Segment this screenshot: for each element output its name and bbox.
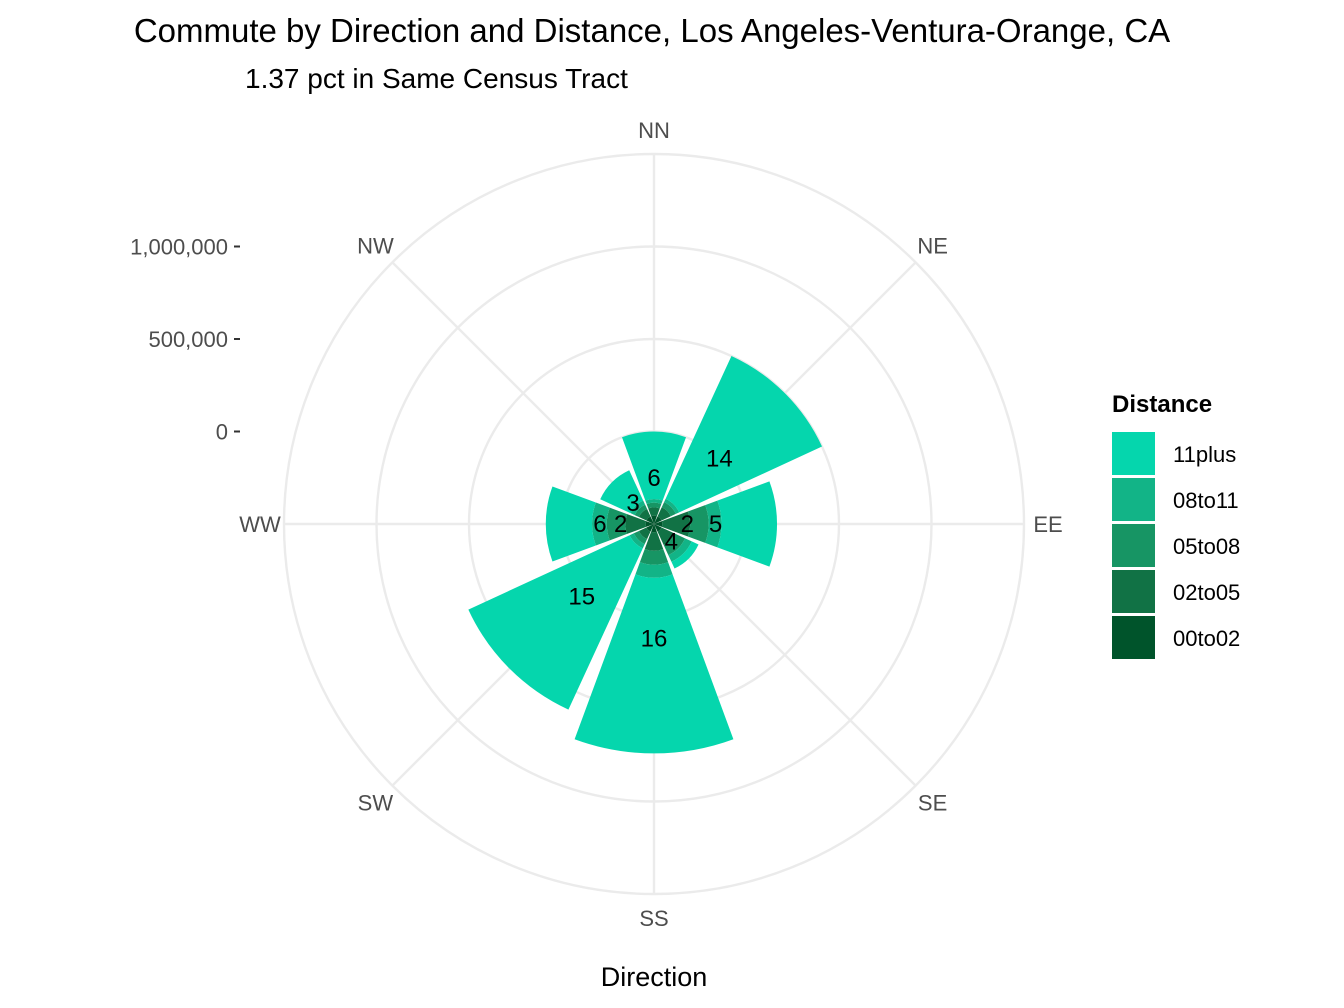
- x-axis-title: Direction: [601, 962, 708, 992]
- bar-SE-02to05: [657, 527, 676, 546]
- bar-label-NE: 14: [706, 446, 733, 473]
- bar-NN-02to05: [648, 507, 660, 517]
- y-tick-label-0: 0: [216, 420, 228, 445]
- bar-SE-05to08: [663, 533, 686, 556]
- bar-SE-00to02: [654, 524, 662, 532]
- bar-NW-05to08: [634, 504, 648, 518]
- bar-EE-11plus: [717, 481, 778, 567]
- bar-SW-00to02: [646, 524, 654, 532]
- chart-subtitle: 1.37 pct in Same Census Tract: [245, 63, 628, 94]
- bar-NE-02to05: [657, 507, 671, 521]
- chart-title: Commute by Direction and Distance, Los A…: [133, 12, 1171, 49]
- bar-NW-08to11: [630, 500, 646, 516]
- direction-label-NE: NE: [917, 233, 948, 258]
- bar-WW-05to08: [606, 507, 628, 541]
- legend-label-08to11: 08to11: [1173, 488, 1239, 513]
- bar-NE-08to11: [664, 498, 680, 514]
- direction-label-NW: NW: [357, 233, 394, 258]
- bar-WW-11plus: [545, 486, 596, 562]
- bar-NE-11plus: [665, 355, 823, 513]
- y-tick-label-500000: 500,000: [148, 327, 228, 352]
- bar-label-SE: 4: [665, 528, 678, 555]
- direction-label-SE: SE: [918, 791, 947, 816]
- bar-NW-11plus: [600, 470, 644, 514]
- bar-label-SS: 16: [641, 626, 668, 653]
- direction-label-SS: SS: [639, 906, 668, 931]
- bar-EE-08to11: [705, 500, 722, 548]
- bar-SW-05to08: [633, 530, 648, 545]
- bar-NN-00to02: [651, 515, 657, 524]
- legend-swatch-08to11: [1112, 478, 1155, 521]
- bar-SS-08to11: [635, 562, 673, 578]
- direction-label-WW: WW: [239, 512, 281, 537]
- y-tick-label-1000000: 1,000,000: [130, 235, 228, 260]
- direction-label-SW: SW: [358, 791, 394, 816]
- bar-SS-11plus: [574, 574, 734, 754]
- legend-swatch-02to05: [1112, 570, 1155, 613]
- bar-label-NN: 6: [647, 465, 660, 492]
- bar-SW-02to05: [638, 527, 651, 540]
- bar-SS-00to02: [651, 524, 657, 533]
- bar-label-EE: 5: [709, 511, 722, 538]
- bar-EE-05to08: [687, 505, 709, 543]
- bar-NN-05to08: [646, 502, 662, 509]
- bar-NE-00to02: [654, 516, 662, 524]
- bar-SW-08to11: [629, 533, 645, 549]
- bar-SE-08to11: [668, 538, 692, 562]
- legend-label-11plus: 11plus: [1173, 442, 1236, 467]
- bar-label-WW: 6: [593, 511, 606, 538]
- bar-label-NW: 3: [626, 490, 639, 517]
- bar-NW-00to02: [646, 516, 654, 524]
- bar-SS-02to05: [644, 531, 664, 551]
- bar-WW-02to05: [625, 514, 647, 534]
- legend-swatch-00to02: [1112, 616, 1155, 659]
- bar-NW-02to05: [638, 508, 651, 521]
- bar-NN-08to11: [645, 499, 663, 505]
- legend-label-00to02: 00to02: [1173, 626, 1240, 651]
- bar-SS-05to08: [639, 549, 669, 565]
- bar-SW-11plus: [468, 535, 643, 710]
- bar-NE-05to08: [661, 502, 676, 517]
- bar-EE-02to05: [661, 511, 691, 537]
- bar-label-WW-inner: 2: [614, 511, 627, 538]
- bar-label-SW: 15: [568, 583, 595, 610]
- legend-label-02to05: 02to05: [1173, 580, 1240, 605]
- bar-WW-08to11: [592, 502, 610, 546]
- bar-WW-00to02: [645, 521, 654, 527]
- direction-label-NN: NN: [638, 118, 670, 143]
- bar-SE-11plus: [671, 541, 699, 569]
- legend-label-05to08: 05to08: [1173, 534, 1240, 559]
- bar-NN-11plus: [621, 431, 687, 501]
- bar-label-EE-inner: 2: [681, 511, 694, 538]
- legend-swatch-05to08: [1112, 524, 1155, 567]
- grid-spoke-NW: [391, 261, 655, 525]
- direction-label-EE: EE: [1033, 512, 1062, 537]
- legend-title: Distance: [1112, 391, 1212, 418]
- grid-spoke-SE: [653, 523, 917, 787]
- legend-swatch-11plus: [1112, 432, 1155, 475]
- bar-EE-00to02: [654, 521, 663, 527]
